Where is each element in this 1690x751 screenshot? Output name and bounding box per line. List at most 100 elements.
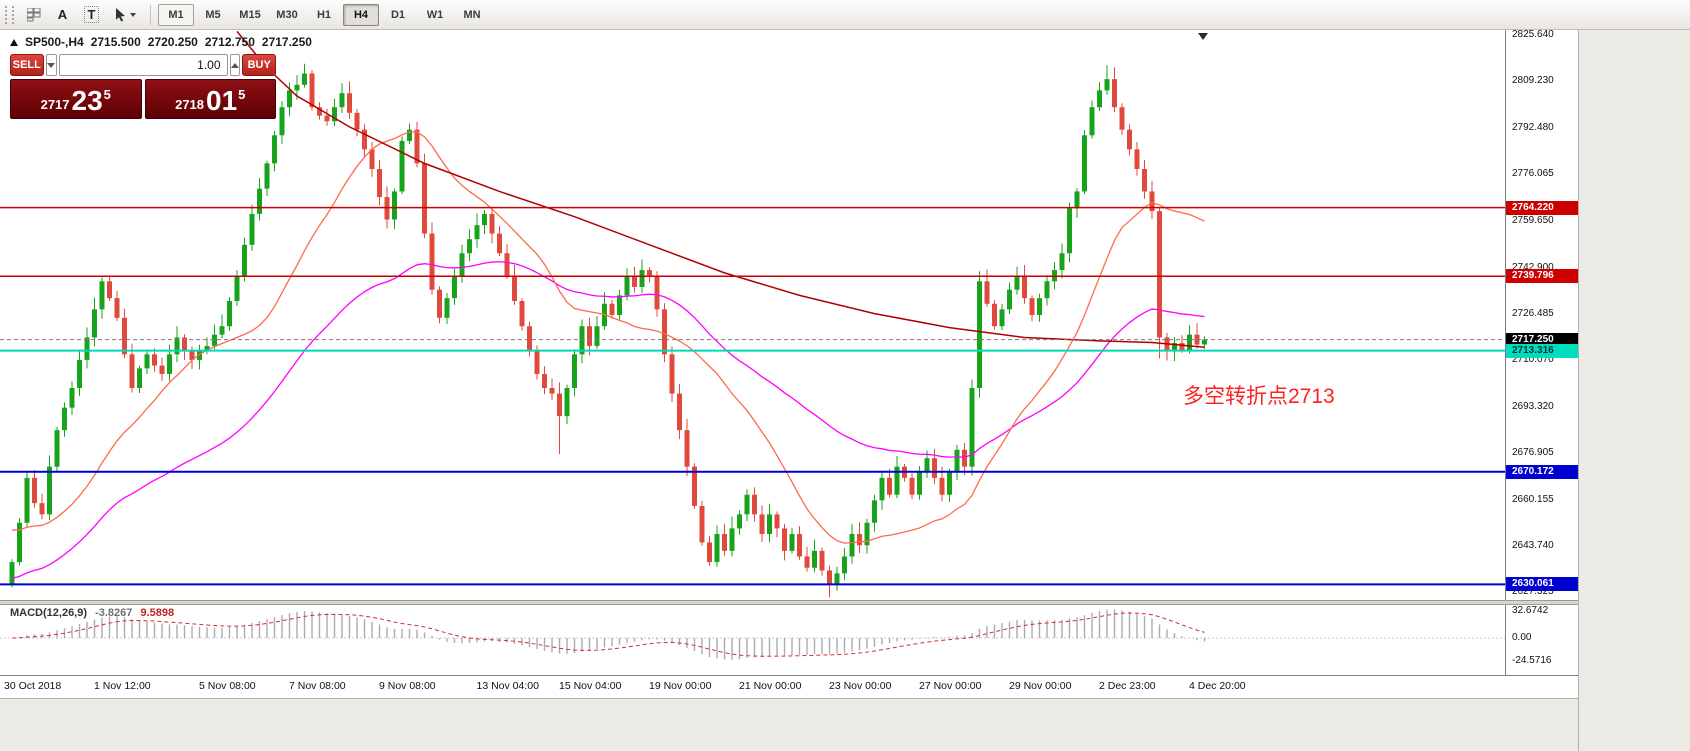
candle-body — [812, 550, 817, 568]
candle-body — [639, 270, 645, 287]
candle-body — [512, 275, 517, 301]
candle-body — [1059, 253, 1065, 271]
indicator-grid-button[interactable] — [20, 3, 47, 27]
sell-price-prefix: 2717 — [40, 97, 70, 112]
candle-body — [212, 334, 217, 346]
candle-body — [294, 84, 300, 91]
price-tick: 2726.485 — [1512, 307, 1554, 319]
candle-body — [339, 93, 345, 108]
timeframe-button-M1[interactable]: M1 — [158, 3, 194, 26]
candle-body — [279, 107, 285, 136]
candle-body — [77, 359, 82, 389]
chart-plot-area[interactable]: SP500-,H4 2715.500 2720.250 2712.750 271… — [0, 30, 1505, 600]
candle-body — [729, 528, 735, 551]
timeframe-button-D1[interactable]: D1 — [390, 8, 406, 21]
timeframe-button-M15[interactable]: M15 — [239, 8, 261, 21]
time-axis-label: 19 Nov 00:00 — [649, 680, 712, 692]
buy-price-display[interactable]: 2718 01 5 — [144, 79, 276, 119]
candle-body — [32, 477, 37, 504]
price-tick: 2759.650 — [1512, 214, 1554, 226]
volume-increase-button[interactable] — [229, 54, 241, 76]
chart-text-annotation[interactable]: 多空转折点2713 — [1183, 385, 1335, 408]
candle-body — [954, 449, 960, 473]
symbol-name: SP500-,H4 — [25, 35, 84, 49]
time-axis-label: 7 Nov 08:00 — [289, 680, 346, 692]
candle-body — [144, 354, 150, 369]
candle-body — [722, 534, 727, 551]
candle-body — [497, 233, 502, 254]
sell-button[interactable]: SELL — [10, 54, 44, 76]
one-click-trading-panel: SELL BUY 2717 23 5 2718 01 — [10, 54, 276, 119]
candle-body — [309, 73, 315, 108]
candle-body — [174, 337, 180, 355]
timeframe-button-M30[interactable]: M30 — [276, 8, 298, 21]
candle-body — [782, 528, 787, 551]
price-tick: 2643.740 — [1512, 539, 1554, 551]
price-tag-2713.316[interactable]: 2713.316 — [1506, 343, 1578, 358]
volume-input[interactable] — [58, 54, 228, 76]
buy-button[interactable]: BUY — [242, 54, 276, 76]
candle-body — [62, 407, 67, 431]
sell-price-display[interactable]: 2717 23 5 — [10, 79, 142, 119]
candle-body — [302, 73, 307, 85]
toolbar-separator — [150, 4, 151, 25]
candle-body — [152, 354, 157, 366]
price-tag-2670.172[interactable]: 2670.172 — [1506, 464, 1578, 479]
timeframe-buttons: M1 M5 M15 M30 H1 H4 D1 W1 MN — [158, 3, 490, 26]
text-label-tool-button[interactable]: A — [49, 3, 76, 27]
candle-body — [999, 309, 1005, 327]
timeframe-button-H1[interactable]: H1 — [316, 8, 332, 21]
time-axis[interactable]: 30 Oct 2018 1 Nov 12:00 5 Nov 08:00 7 Nov 0… — [0, 675, 1578, 698]
timeframe-button-H4[interactable]: H4 — [343, 3, 379, 26]
timeframe-button-M5[interactable]: M5 — [205, 8, 221, 21]
text-label-icon: A — [57, 7, 68, 22]
candle-body — [849, 534, 855, 557]
time-axis-label: 4 Dec 20:00 — [1189, 680, 1246, 692]
cursor-tool-button[interactable] — [107, 3, 143, 27]
candle-body — [17, 522, 22, 563]
price-axis[interactable]: 2825.640 2809.230 2792.480 2776.065 2759.650… — [1505, 30, 1578, 600]
candle-body — [932, 458, 937, 478]
candle-body — [1082, 135, 1087, 192]
cursor-icon — [116, 8, 125, 22]
candle-body — [684, 430, 690, 467]
toolbar: A T M1 M5 M15 M30 H1 H4 D1 W1 MN — [0, 0, 1690, 30]
candle-body — [677, 393, 682, 431]
price-tag-2630.061[interactable]: 2630.061 — [1506, 577, 1578, 592]
candle-body — [452, 275, 457, 299]
time-axis-label: 13 Nov 04:00 — [476, 680, 539, 692]
candle-body — [437, 289, 442, 318]
time-axis-label: 15 Nov 04:00 — [559, 680, 622, 692]
candle-body — [1134, 149, 1140, 169]
candle-body — [122, 317, 127, 355]
price-tag-2739.796[interactable]: 2739.796 — [1506, 269, 1578, 284]
candle-body — [962, 449, 967, 467]
candle-body — [219, 326, 225, 335]
candle-body — [204, 345, 210, 352]
timeframe-button-W1[interactable]: W1 — [426, 8, 444, 21]
candle-body — [1112, 79, 1117, 108]
candle-body — [1074, 191, 1080, 209]
candle-body — [1014, 275, 1020, 290]
candle-body — [1119, 107, 1125, 130]
candle-body — [99, 281, 105, 310]
macd-axis-tick: 32.6742 — [1512, 605, 1549, 616]
candle-body — [857, 534, 862, 546]
text-box-tool-button[interactable]: T — [78, 3, 105, 27]
candle-body — [504, 253, 510, 276]
candle-body — [54, 430, 60, 467]
candle-body — [894, 466, 900, 495]
candle-body — [887, 477, 892, 495]
candle-body — [182, 337, 187, 352]
chart-shift-marker-icon[interactable] — [1198, 33, 1208, 40]
candle-body — [594, 326, 600, 346]
volume-decrease-button[interactable] — [45, 54, 57, 76]
toolbar-drag-handle[interactable] — [5, 5, 14, 24]
panel-separator[interactable] — [0, 600, 1578, 605]
price-tick: 2710.070 — [1512, 353, 1554, 365]
candle-body — [324, 115, 330, 122]
price-tag-2764.220[interactable]: 2764.220 — [1506, 200, 1578, 215]
candle-body — [107, 281, 112, 299]
timeframe-button-MN[interactable]: MN — [463, 8, 481, 21]
price-tick: 2693.320 — [1512, 400, 1554, 412]
